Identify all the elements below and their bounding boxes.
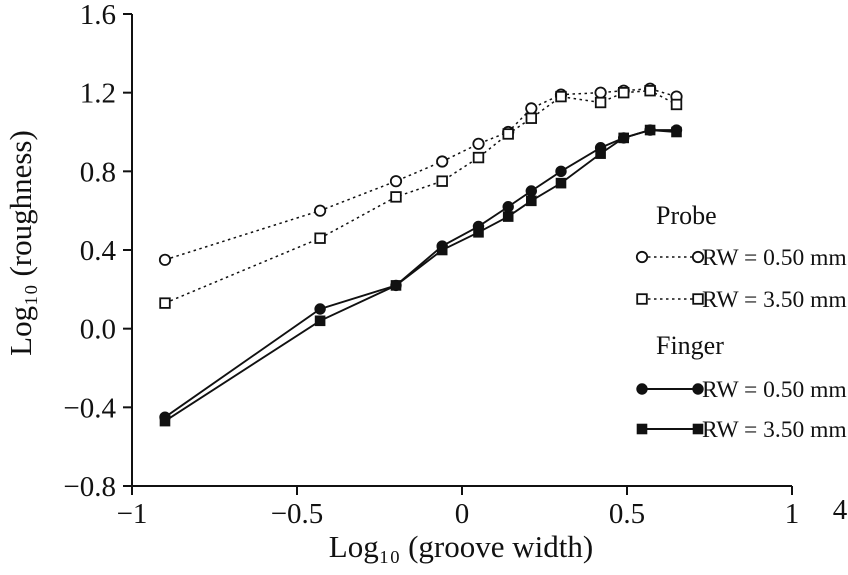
- series-line: [164, 129, 677, 422]
- y-tick-label: 0.0: [80, 314, 116, 346]
- legend-item-label: RW = 0.50 mm: [702, 377, 847, 403]
- data-point-marker: [436, 244, 448, 256]
- legend-item-label: RW = 3.50 mm: [702, 417, 847, 443]
- legend-marker: [692, 383, 704, 395]
- legend-group-probe: Probe RW = 0.50 mm RW = 3.50 mm: [635, 201, 847, 313]
- y-axis-label: Log₁₀ (roughness): [3, 130, 38, 356]
- data-point-marker: [594, 96, 607, 109]
- data-point-marker: [525, 102, 538, 115]
- data-point-marker: [314, 303, 326, 315]
- data-point-marker: [436, 155, 449, 168]
- x-tick-label: 0.5: [609, 498, 645, 530]
- data-point-marker: [525, 185, 537, 197]
- series-line: [164, 87, 677, 261]
- data-point-marker: [314, 315, 326, 327]
- y-tick-label: 0.8: [80, 156, 116, 188]
- legend-marker: [692, 423, 704, 435]
- series-finger-rw-0.50: [159, 124, 683, 423]
- legend-group-title: Probe: [656, 201, 717, 230]
- data-point-marker: [158, 253, 172, 266]
- data-point-marker: [436, 175, 448, 187]
- x-axis-label: Log₁₀ (groove width): [328, 529, 594, 564]
- legend-marker: [691, 250, 705, 264]
- data-point-marker: [502, 201, 514, 213]
- data-point-marker: [555, 90, 567, 103]
- y-tick-label: −0.8: [63, 471, 116, 503]
- data-point-marker: [555, 177, 567, 189]
- figure-number: 4: [833, 494, 848, 526]
- data-point-marker: [390, 280, 402, 291]
- x-tick-label: −0.5: [271, 498, 324, 530]
- data-point-marker: [159, 415, 171, 427]
- data-point-marker: [526, 195, 537, 207]
- data-point-marker: [473, 227, 484, 238]
- series-finger-rw-3.50: [159, 124, 682, 427]
- data-point-marker: [555, 165, 567, 178]
- legend-item-label: RW = 3.50 mm: [702, 287, 847, 313]
- data-point-marker: [644, 124, 656, 136]
- series-line: [164, 89, 677, 304]
- series-probe-rw-0.50: [158, 82, 683, 266]
- x-tick-label: 1: [785, 498, 800, 530]
- data-point-marker: [159, 297, 171, 309]
- data-point-marker: [502, 128, 514, 140]
- data-point-marker: [313, 204, 327, 217]
- y-tick-label: 0.4: [80, 235, 117, 267]
- legend-marker: [692, 293, 704, 305]
- data-point-marker: [472, 151, 485, 164]
- series-probe-rw-3.50: [159, 85, 683, 309]
- data-point-marker: [314, 232, 326, 244]
- data-point-marker: [644, 85, 656, 97]
- data-point-marker: [502, 211, 514, 222]
- data-point-marker: [595, 148, 606, 159]
- legend-group-title: Finger: [656, 331, 724, 360]
- y-tick-label: 1.6: [80, 0, 116, 31]
- data-point-marker: [472, 137, 485, 150]
- data-point-marker: [618, 132, 630, 144]
- data-point-marker: [390, 191, 402, 203]
- data-point-marker: [389, 175, 403, 188]
- series-line: [164, 129, 677, 418]
- data-point-marker: [618, 86, 630, 99]
- legend-marker: [636, 423, 648, 435]
- legend-item-label: RW = 0.50 mm: [702, 245, 847, 271]
- data-point-marker: [671, 126, 682, 138]
- legend-group-finger: Finger RW = 0.50 mm RW = 3.50 mm: [636, 331, 847, 443]
- y-tick-label: −0.4: [63, 392, 116, 424]
- data-point-marker: [670, 98, 683, 111]
- x-tick-label: −1: [117, 498, 148, 530]
- legend-marker: [635, 250, 649, 264]
- x-tick-label: 0: [455, 498, 470, 530]
- axes: [131, 14, 792, 487]
- y-tick-label: 1.2: [80, 78, 116, 110]
- data-point-marker: [594, 86, 607, 99]
- data-point-marker: [525, 112, 538, 124]
- legend-marker: [636, 383, 648, 395]
- legend-marker: [636, 293, 648, 305]
